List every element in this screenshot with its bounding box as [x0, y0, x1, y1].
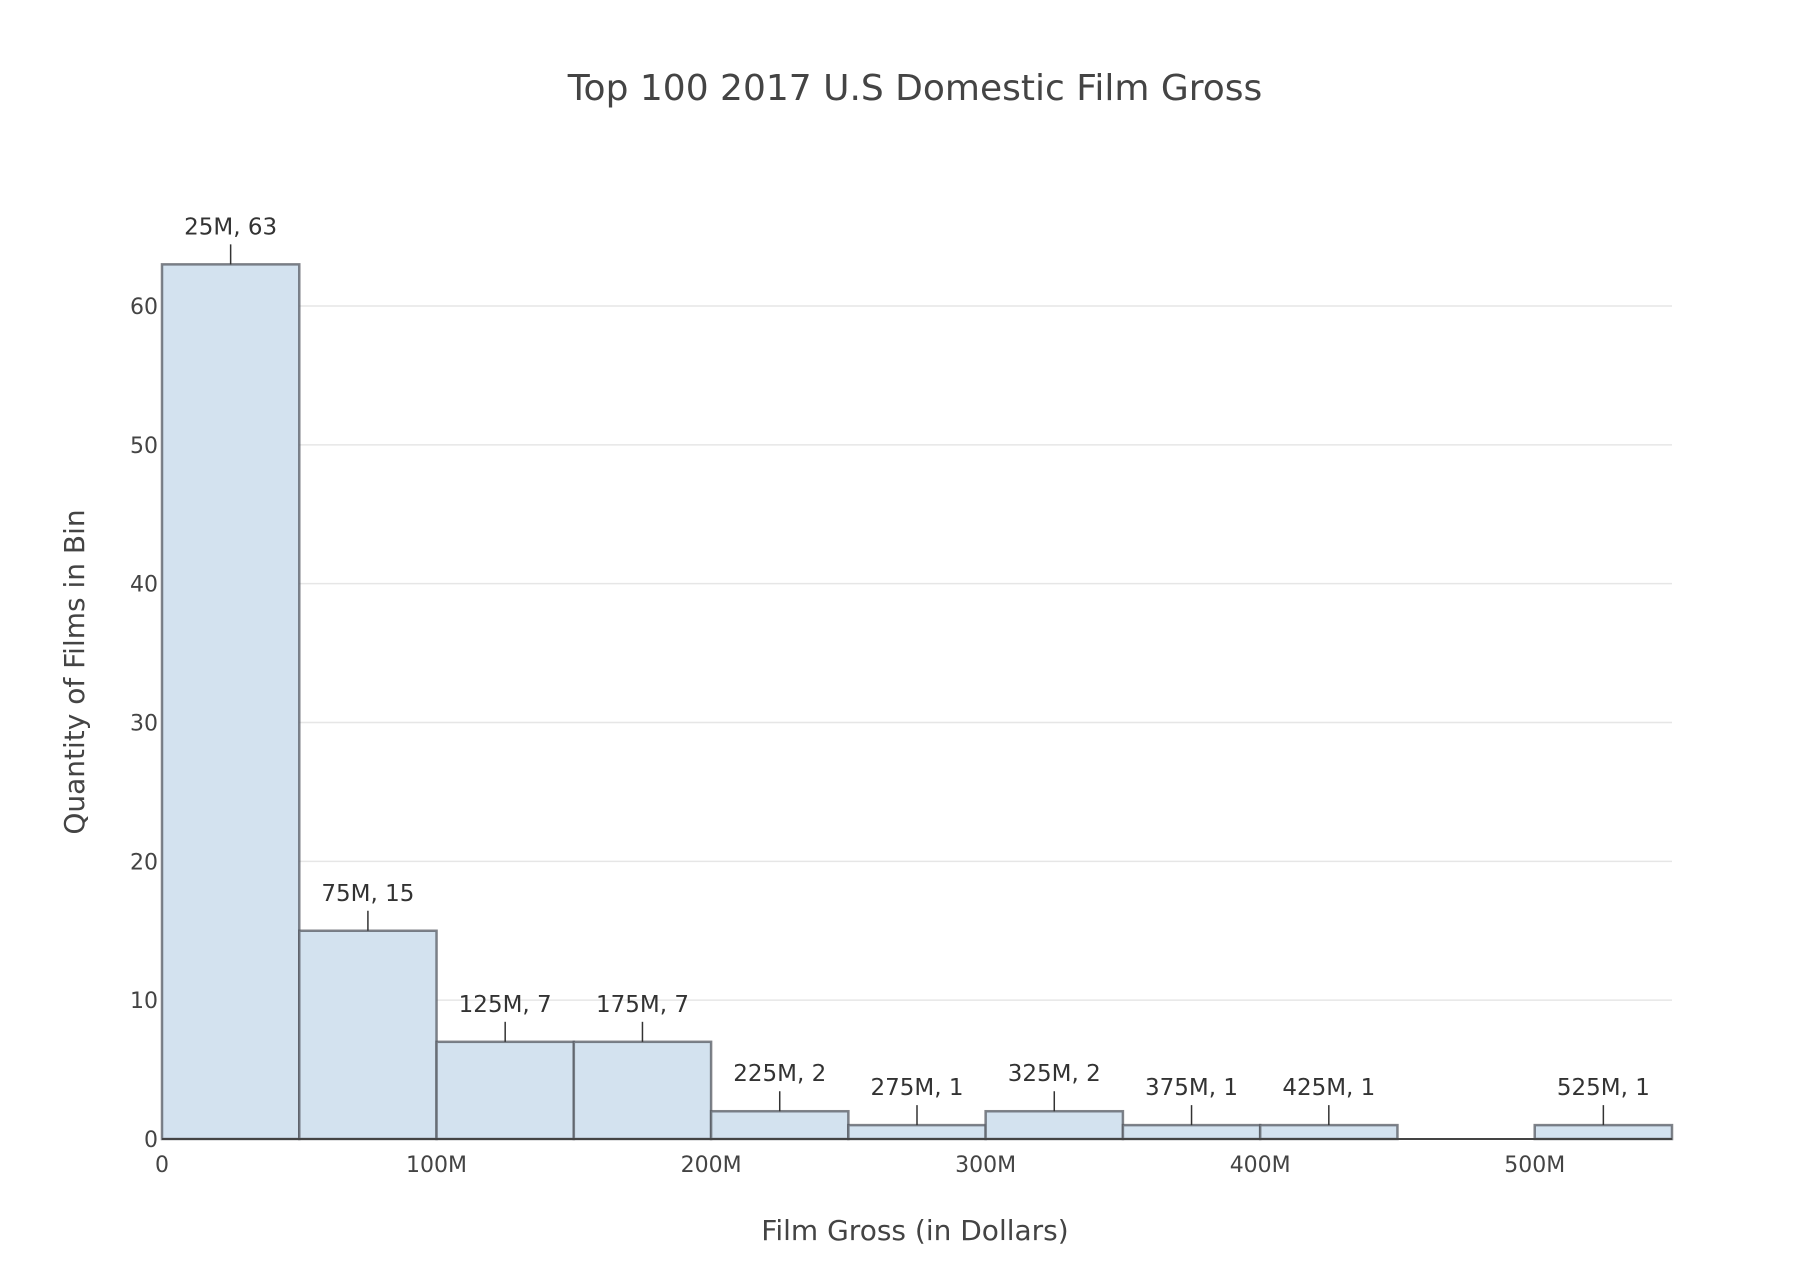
histogram-bar-8: [1258, 1123, 1399, 1141]
gridlines: [162, 305, 1672, 1001]
annotation-label-4: 225M, 2: [733, 1061, 826, 1087]
annotation-label-2: 125M, 7: [459, 992, 552, 1018]
y-tick-label-5: 50: [130, 434, 158, 459]
x-tick-label-2: 200M: [681, 1153, 742, 1178]
annotation-label-1: 75M, 15: [321, 881, 414, 907]
histogram-bar-5: [847, 1123, 987, 1141]
histogram-bars: [160, 263, 1674, 1141]
x-tick-label-1: 100M: [406, 1153, 467, 1178]
histogram-bar-2: [435, 1040, 576, 1141]
histogram-bar-1: [298, 929, 438, 1141]
y-axis-ticks: 0 10 20 30 40 50 60: [130, 295, 158, 1153]
annotation-label-8: 425M, 1: [1282, 1075, 1375, 1101]
bar-annotations: 25M, 63 75M, 15 125M, 7 175M, 7 225M, 2 275M,…: [184, 214, 1650, 1126]
histogram-bar-10: [1533, 1123, 1674, 1141]
x-axis-title: Film Gross (in Dollars): [761, 1214, 1068, 1247]
x-axis-ticks: 0 100M 200M 300M 400M 500M: [155, 1153, 1565, 1178]
x-tick-label-5: 500M: [1504, 1153, 1565, 1178]
y-tick-label-3: 30: [130, 712, 158, 737]
y-axis-title: Quantity of Films in Bin: [58, 509, 91, 834]
annotation-label-3: 175M, 7: [596, 992, 689, 1018]
annotation-label-9: 525M, 1: [1557, 1075, 1650, 1101]
histogram-bar-3: [572, 1040, 713, 1141]
annotation-label-5: 275M, 1: [871, 1075, 964, 1101]
chart-title: Top 100 2017 U.S Domestic Film Gross: [567, 68, 1263, 109]
histogram-bar-7: [1121, 1123, 1262, 1141]
annotation-label-6: 325M, 2: [1008, 1061, 1101, 1087]
y-tick-label-6: 60: [130, 295, 158, 320]
annotation-label-0: 25M, 63: [184, 214, 277, 240]
histogram-bar-0: [160, 263, 301, 1141]
x-tick-label-0: 0: [155, 1153, 169, 1178]
annotation-label-7: 375M, 1: [1145, 1075, 1238, 1101]
y-tick-label-2: 20: [130, 850, 158, 875]
y-tick-label-0: 0: [144, 1128, 158, 1153]
histogram-bar-4: [709, 1109, 850, 1141]
y-tick-label-4: 40: [130, 573, 158, 598]
x-tick-label-4: 400M: [1230, 1153, 1291, 1178]
y-tick-label-1: 10: [130, 989, 158, 1014]
histogram-bar-6: [984, 1109, 1125, 1141]
x-tick-label-3: 300M: [955, 1153, 1016, 1178]
